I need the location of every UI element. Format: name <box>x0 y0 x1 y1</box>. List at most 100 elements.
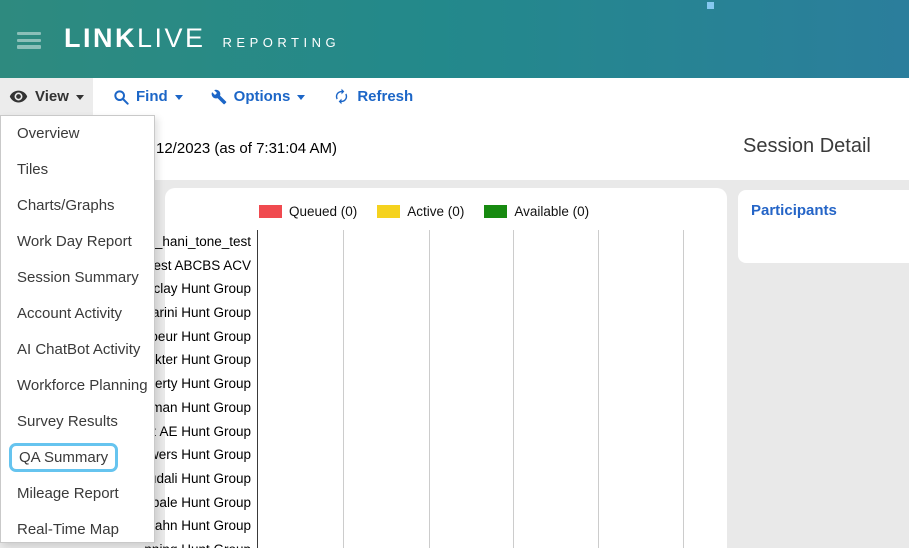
legend-label: Available (0) <box>514 204 590 219</box>
chart-row: nning Hunt Group <box>144 538 254 548</box>
notification-square <box>707 2 714 9</box>
refresh-icon <box>336 88 348 105</box>
category-label: Flowers Hunt Group <box>130 447 251 463</box>
view-menu-button[interactable]: View <box>0 78 93 115</box>
chart-row: Doherty Hunt Group <box>130 372 254 396</box>
view-menu-item-account-activity[interactable]: Account Activity <box>1 296 154 332</box>
brand-reporting-text: REPORTING <box>222 35 341 50</box>
view-menu-item-tiles[interactable]: Tiles <box>1 152 154 188</box>
chart-plot-area: aa_hani_tone_test Test ABCBS ACV Barclay… <box>130 230 727 548</box>
chart-category-labels: aa_hani_tone_test Test ABCBS ACV Barclay… <box>130 230 254 548</box>
view-menu-item-ai-chatbot-activity[interactable]: AI ChatBot Activity <box>1 332 154 368</box>
chart-row: Flowers Hunt Group <box>130 443 254 467</box>
view-menu-item-qa-summary[interactable]: QA Summary <box>1 440 154 476</box>
legend-item-queued: Queued (0) <box>259 204 357 219</box>
category-label: Test ABCBS ACV <box>146 257 251 273</box>
chart-row: Fudali Hunt Group <box>141 467 254 491</box>
hunt-group-chart-card: Queued (0) Active (0) Available (0) <box>130 188 727 548</box>
category-label: e Hahn Hunt Group <box>133 518 251 534</box>
session-detail-title: Session Detail <box>743 135 871 157</box>
menu-item-label: Real-Time Map <box>17 521 119 538</box>
view-menu-item-real-time-map[interactable]: Real-Time Map <box>1 512 154 548</box>
chart-row: aa_hani_tone_test <box>140 230 254 254</box>
category-label: nning Hunt Group <box>144 538 251 548</box>
menu-item-label: Session Summary <box>17 269 139 286</box>
gridline <box>429 230 430 548</box>
category-label: Doherty Hunt Group <box>130 376 251 392</box>
app-header: LINK LIVE REPORTING <box>0 0 909 78</box>
view-menu-item-session-summary[interactable]: Session Summary <box>1 260 154 296</box>
gridline <box>598 230 599 548</box>
active-swatch <box>377 205 401 218</box>
brand-live-text: LIVE <box>137 23 206 53</box>
refresh-button[interactable]: Refresh <box>333 78 413 115</box>
menu-item-label: Workforce Planning <box>17 377 148 394</box>
legend-item-available: Available (0) <box>484 204 589 219</box>
category-label: Barclay Hunt Group <box>132 281 251 297</box>
menu-item-label: Work Day Report <box>17 233 132 250</box>
options-menu-button[interactable]: Options <box>211 78 306 115</box>
find-menu-button[interactable]: Find <box>113 78 183 115</box>
category-label: Dockter Hunt Group <box>130 352 251 368</box>
chart-row: Barclay Hunt Group <box>132 277 254 301</box>
view-dropdown-menu: Overview Tiles Charts/Graphs Work Day Re… <box>0 115 155 543</box>
chart-row: a Carini Hunt Group <box>131 301 254 325</box>
menu-item-label: Charts/Graphs <box>17 197 115 214</box>
find-menu-label: Find <box>136 88 168 105</box>
gridline <box>683 230 684 548</box>
refresh-label: Refresh <box>357 88 414 105</box>
chart-row: perman Hunt Group <box>132 396 254 420</box>
legend-label: Active (0) <box>407 204 465 219</box>
chart-row: e Hahn Hunt Group <box>134 514 254 538</box>
chart-row: Test ABCBS ACV <box>147 254 254 278</box>
view-menu-item-charts-graphs[interactable]: Charts/Graphs <box>1 188 154 224</box>
participants-panel: Participants <box>738 190 909 263</box>
participants-title: Participants <box>751 202 837 219</box>
wrench-icon <box>211 89 226 104</box>
menubar: View Find Options Refresh <box>0 78 909 115</box>
category-label: ambale Hunt Group <box>133 494 251 510</box>
chart-row: ambale Hunt Group <box>133 491 254 515</box>
eye-icon <box>9 90 28 103</box>
view-menu-label: View <box>35 88 69 105</box>
gridline <box>343 230 344 548</box>
category-label: aa_hani_tone_test <box>139 234 251 249</box>
menu-item-label: Account Activity <box>17 305 123 322</box>
chevron-down-icon <box>174 95 183 100</box>
chart-legend: Queued (0) Active (0) Available (0) <box>259 204 589 219</box>
menu-item-label: Tiles <box>17 161 49 178</box>
view-menu-item-overview[interactable]: Overview <box>1 116 154 152</box>
hamburger-menu-icon[interactable] <box>17 32 41 52</box>
legend-item-active: Active (0) <box>377 204 464 219</box>
report-date: 12/2023 (as of 7:31:04 AM) <box>156 140 337 157</box>
chart-row: holz AE Hunt Group <box>132 420 254 444</box>
search-icon <box>114 89 129 105</box>
view-menu-item-mileage-report[interactable]: Mileage Report <box>1 476 154 512</box>
chevron-down-icon <box>297 95 306 100</box>
view-menu-item-workforce-planning[interactable]: Workforce Planning <box>1 368 154 404</box>
chart-row: olicoeur Hunt Group <box>130 325 254 349</box>
queued-swatch <box>259 205 282 218</box>
category-label: olicoeur Hunt Group <box>130 328 251 344</box>
chart-row: Dockter Hunt Group <box>131 348 254 372</box>
menu-item-label: AI ChatBot Activity <box>17 341 141 358</box>
category-label: Fudali Hunt Group <box>140 470 251 486</box>
available-swatch <box>484 205 508 218</box>
brand-logo: LINK LIVE REPORTING <box>64 23 340 54</box>
view-menu-item-work-day-report[interactable]: Work Day Report <box>1 224 154 260</box>
gridline <box>513 230 514 548</box>
view-menu-item-survey-results[interactable]: Survey Results <box>1 404 154 440</box>
category-label: perman Hunt Group <box>131 399 251 415</box>
options-menu-label: Options <box>233 88 291 105</box>
chevron-down-icon <box>75 95 84 100</box>
menu-item-label: Overview <box>17 125 80 142</box>
menu-item-label: Survey Results <box>17 413 118 430</box>
legend-label: Queued (0) <box>289 204 358 219</box>
menu-item-label: Mileage Report <box>17 485 119 502</box>
category-label: holz AE Hunt Group <box>131 423 251 439</box>
qa-summary-highlight: QA Summary <box>9 443 119 472</box>
brand-link-text: LINK <box>64 23 137 53</box>
y-axis-line <box>257 230 258 548</box>
category-label: a Carini Hunt Group <box>130 305 251 321</box>
